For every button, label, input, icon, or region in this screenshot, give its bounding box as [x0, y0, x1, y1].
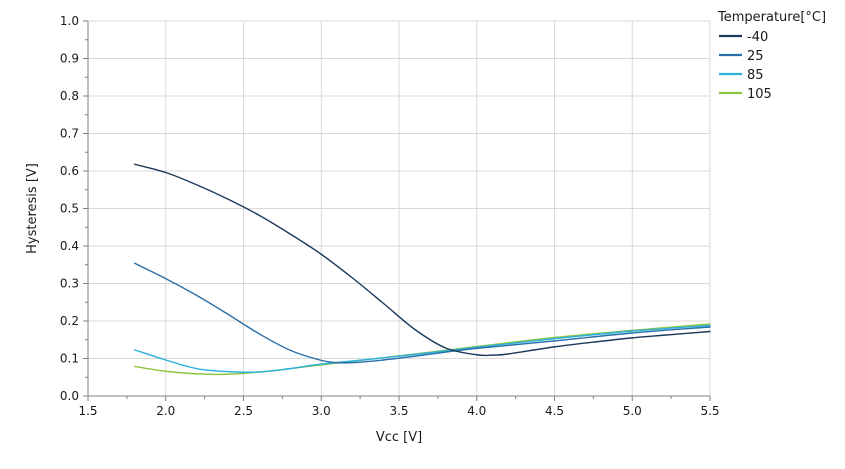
x-axis-title: Vcc [V] [376, 430, 422, 445]
x-tick-label: 5.5 [700, 404, 719, 418]
series-line--40 [133, 163, 711, 357]
x-tick-label: 1.5 [78, 404, 97, 418]
series-line-85 [133, 324, 711, 373]
legend-label: 25 [747, 49, 764, 64]
y-tick-label: 0.2 [60, 314, 79, 328]
series-lines [133, 163, 711, 376]
y-tick-label: 1.0 [60, 14, 79, 28]
y-axis-title: Hysteresis [V] [25, 163, 40, 254]
y-tick-label: 0.4 [60, 239, 79, 253]
x-tick-label: 4.0 [467, 404, 486, 418]
x-tick-label: 3.0 [312, 404, 331, 418]
legend-label: 105 [747, 87, 772, 102]
x-tick-label: 2.5 [234, 404, 253, 418]
axes: 1.5 2.0 2.5 3.0 3.5 4.0 4.5 5.0 5.5 0.0 0.1 0.2 0.3 0… [60, 14, 720, 418]
y-tick-label: 0.1 [60, 352, 79, 366]
grid [88, 20, 711, 396]
x-tick-label: 3.5 [389, 404, 408, 418]
y-tick-label: 0.5 [60, 202, 79, 216]
legend-label: 85 [747, 68, 764, 83]
legend-label: -40 [747, 30, 768, 45]
y-tick-label: 0.8 [60, 89, 79, 103]
x-tick-label: 4.5 [545, 404, 564, 418]
x-tick-label: 2.0 [156, 404, 175, 418]
y-tick-label: 0.3 [60, 277, 79, 291]
legend: Temperature[°C] -40 25 85 105 [717, 10, 826, 102]
legend-title: Temperature[°C] [717, 10, 826, 25]
series-line-25 [133, 262, 711, 364]
y-tick-label: 0.7 [60, 127, 79, 141]
y-tick-label: 0.9 [60, 52, 79, 66]
x-tick-label: 5.0 [623, 404, 642, 418]
y-tick-label: 0.6 [60, 164, 79, 178]
y-tick-label: 0.0 [60, 389, 79, 403]
